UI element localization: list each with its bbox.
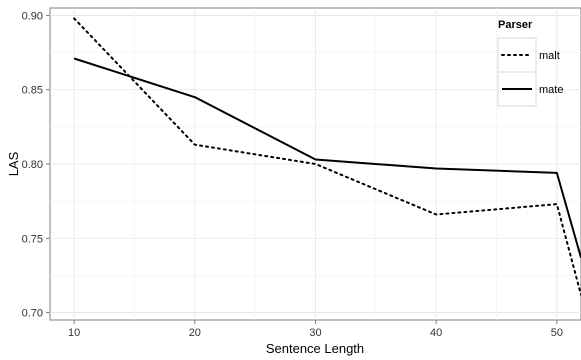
x-axis: 10 20 30 40 50: [68, 320, 563, 339]
x-tick-label: 40: [430, 327, 442, 339]
series-line-malt: [73, 17, 581, 296]
y-tick-label: 0.85: [22, 85, 43, 97]
series-line-mate: [73, 57, 581, 258]
legend-title: Parser: [498, 19, 533, 31]
y-axis-title: LAS: [6, 151, 21, 176]
x-tick-label: 30: [309, 327, 321, 339]
y-tick-label: 0.80: [22, 159, 43, 171]
x-tick-label: 20: [189, 327, 201, 339]
legend-label-mate: mate: [539, 84, 563, 96]
legend-items: malt mate: [497, 37, 563, 107]
y-axis: 0.70 0.75 0.80 0.85 0.90: [22, 10, 50, 320]
x-tick-label: 50: [551, 327, 563, 339]
legend: Parser malt mate: [497, 19, 563, 107]
series-layer: [73, 17, 581, 296]
legend-label-malt: malt: [539, 50, 560, 62]
y-tick-label: 0.70: [22, 308, 43, 320]
y-tick-label: 0.90: [22, 10, 43, 22]
x-axis-title: Sentence Length: [266, 341, 364, 356]
y-tick-label: 0.75: [22, 233, 43, 245]
major-gridlines: [50, 8, 581, 320]
x-tick-label: 10: [68, 327, 80, 339]
